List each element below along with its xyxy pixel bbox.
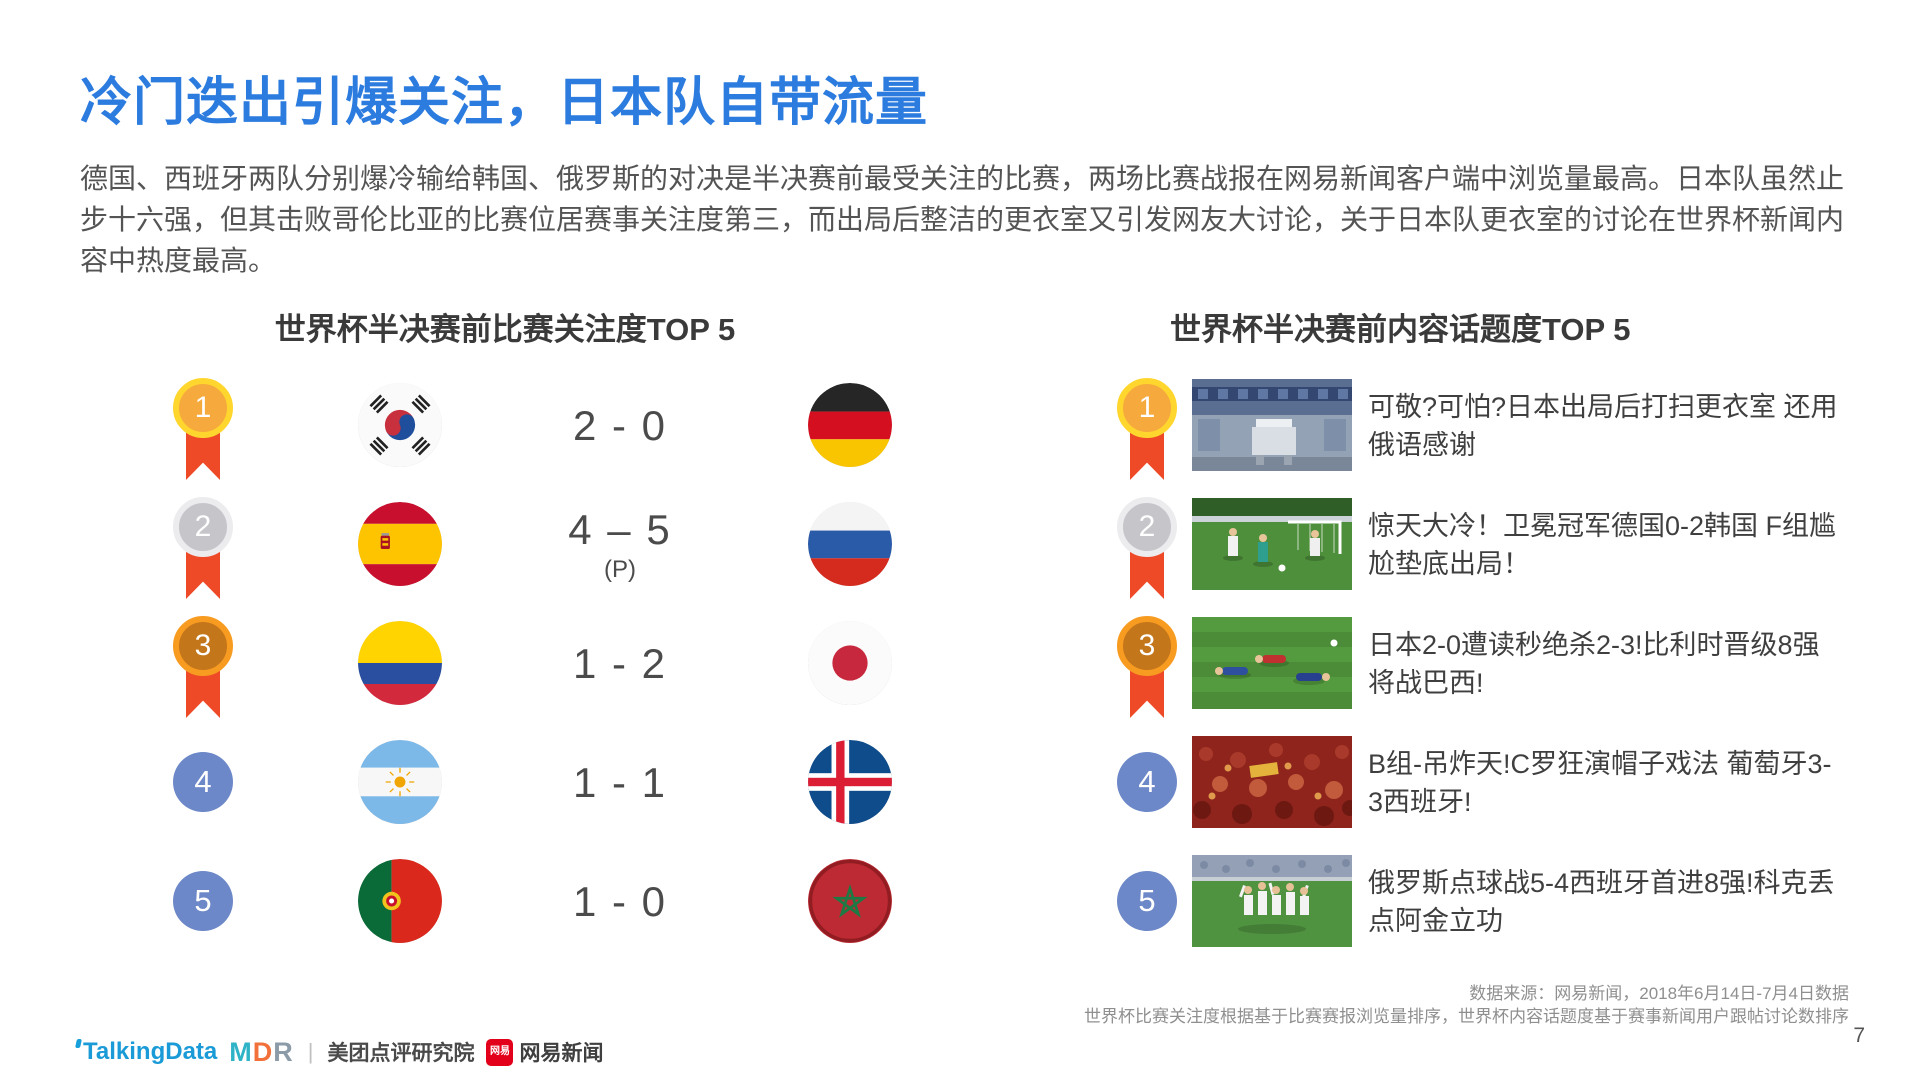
rank-5-badge: 5 <box>1117 871 1177 931</box>
source-line-1: 数据来源：网易新闻，2018年6月14日-7月4日数据 <box>1469 984 1849 1003</box>
right-section-header: 世界杯半决赛前内容话题度TOP 5 <box>1170 312 1631 347</box>
bronze-medal-badge: 3 <box>1117 616 1177 724</box>
rank-number: 2 <box>173 497 233 557</box>
flag-colombia <box>358 621 442 705</box>
left-section-header: 世界杯半决赛前比赛关注度TOP 5 <box>274 312 736 347</box>
news-thumbnail-germany-korea <box>1192 498 1352 590</box>
logo-separator: | <box>307 1039 314 1064</box>
ranking-rows: 1 <box>0 366 1921 961</box>
match-score: 1 - 1 <box>572 758 668 806</box>
flag-iceland <box>808 740 892 824</box>
flag-south-korea <box>358 383 442 467</box>
news-headline: 日本2-0遭读秒绝杀2-3!比利时晋级8强将战巴西! <box>1368 629 1820 698</box>
silver-medal-badge: 2 <box>173 497 233 605</box>
silver-medal-badge: 2 <box>1117 497 1177 605</box>
news-headline: 俄罗斯点球战5-4西班牙首进8强!科克丢点阿金立功 <box>1368 867 1835 936</box>
news-thumbnail-locker-room <box>1192 379 1352 471</box>
news-headline: 可敬?可怕?日本出局后打扫更衣室 还用俄语感谢 <box>1368 391 1838 460</box>
flag-argentina <box>358 740 442 824</box>
gold-medal-badge: 1 <box>173 378 233 486</box>
source-line-2: 世界杯比赛关注度根据基于比赛赛报浏览量排序，世界杯内容话题度基于赛事新闻用户跟帖… <box>1084 1007 1849 1026</box>
rank-number: 1 <box>1117 378 1177 438</box>
match-score: 1 - 0 <box>572 877 668 925</box>
body-paragraph: 德国、西班牙两队分别爆冷输给韩国、俄罗斯的对决是半决赛前最受关注的比赛，两场比赛… <box>80 163 1845 276</box>
gold-medal-badge: 1 <box>1117 378 1177 486</box>
netease-icon: 网易 <box>486 1038 514 1066</box>
rank-number: 1 <box>173 378 233 438</box>
news-headline: B组-吊炸天!C罗狂演帽子戏法 葡萄牙3-3西班牙! <box>1368 748 1832 817</box>
flag-russia <box>808 502 892 586</box>
talkingdata-tick-icon <box>75 1039 82 1048</box>
match-score: 2 - 0 <box>572 401 668 449</box>
netease-news-label: 网易新闻 <box>519 1042 604 1065</box>
rank-number: 3 <box>1117 616 1177 676</box>
match-score: 4 – 5 (P) <box>568 505 672 583</box>
flag-portugal <box>358 859 442 943</box>
page-number: 7 <box>1853 1024 1865 1047</box>
flag-japan <box>808 621 892 705</box>
rank-number: 3 <box>173 616 233 676</box>
rank-4-badge: 4 <box>173 752 233 812</box>
news-thumbnail-portugal-spain-fans <box>1192 736 1352 828</box>
match-score: 1 - 2 <box>572 639 668 687</box>
rank-number: 2 <box>1117 497 1177 557</box>
rank-row-5: 5 1 - 0 <box>0 842 1921 961</box>
talkingdata-logo: TalkingData <box>75 1038 217 1066</box>
rank-row-2: 2 <box>0 485 1921 604</box>
rank-5-badge: 5 <box>173 871 233 931</box>
mdr-logo: M D R <box>229 1036 294 1067</box>
flag-morocco <box>808 859 892 943</box>
bronze-medal-badge: 3 <box>173 616 233 724</box>
footer-logos: TalkingData M D R | 美团点评研究院 网易 网易新闻 <box>75 1036 603 1068</box>
flag-germany <box>808 383 892 467</box>
netease-news-logo: 网易 网易新闻 <box>486 1037 603 1067</box>
flag-spain <box>358 502 442 586</box>
rank-row-1: 1 <box>0 366 1921 485</box>
spain-crest <box>380 533 390 550</box>
meituan-dianping-label: 美团点评研究院 <box>327 1042 475 1065</box>
rank-row-3: 3 1 - 2 <box>0 604 1921 723</box>
rank-row-4: 4 1 - 1 <box>0 723 1921 842</box>
news-thumbnail-japan-belgium <box>1192 617 1352 709</box>
page-title: 冷门迭出引爆关注，日本队自带流量 <box>80 74 929 132</box>
news-headline: 惊天大冷！卫冕冠军德国0-2韩国 F组尴尬垫底出局！ <box>1368 510 1837 579</box>
rank-4-badge: 4 <box>1117 752 1177 812</box>
news-thumbnail-russia-spain <box>1192 855 1352 947</box>
data-source-note: 数据来源：网易新闻，2018年6月14日-7月4日数据 世界杯比赛关注度根据基于… <box>1084 982 1849 1028</box>
